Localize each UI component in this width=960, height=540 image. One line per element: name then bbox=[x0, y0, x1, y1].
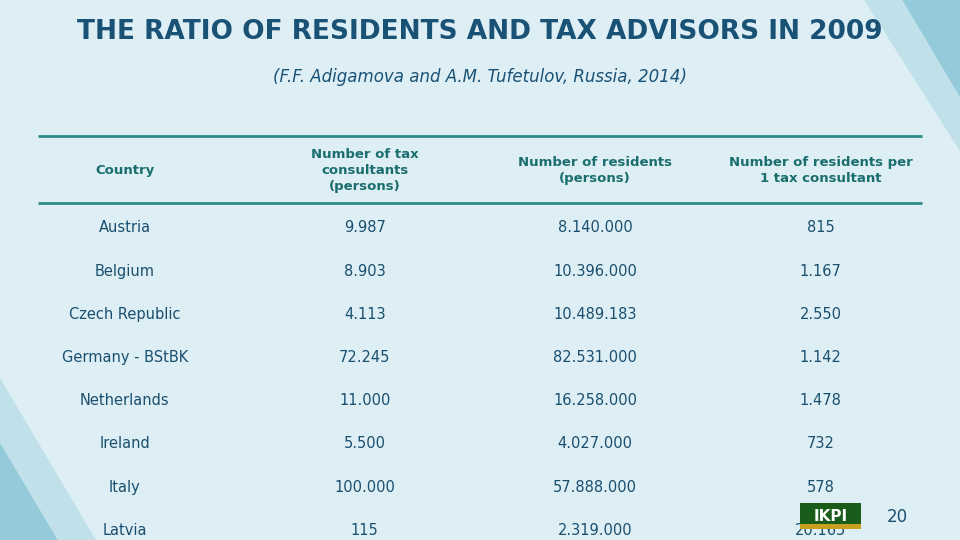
Text: Country: Country bbox=[95, 164, 155, 177]
Text: 100.000: 100.000 bbox=[334, 480, 396, 495]
Text: 10.396.000: 10.396.000 bbox=[553, 264, 637, 279]
FancyBboxPatch shape bbox=[800, 524, 861, 529]
Text: 578: 578 bbox=[806, 480, 835, 495]
Text: 2.319.000: 2.319.000 bbox=[558, 523, 633, 538]
Text: 732: 732 bbox=[806, 436, 835, 451]
Polygon shape bbox=[0, 378, 96, 540]
Text: 20.165: 20.165 bbox=[795, 523, 847, 538]
Text: 2.550: 2.550 bbox=[800, 307, 842, 322]
Text: 8.140.000: 8.140.000 bbox=[558, 220, 633, 235]
Text: 57.888.000: 57.888.000 bbox=[553, 480, 637, 495]
Text: Netherlands: Netherlands bbox=[80, 393, 170, 408]
Text: 5.500: 5.500 bbox=[344, 436, 386, 451]
Text: IKPI: IKPI bbox=[813, 509, 848, 524]
Text: (F.F. Adigamova and A.M. Tufetulov, Russia, 2014): (F.F. Adigamova and A.M. Tufetulov, Russ… bbox=[273, 68, 687, 85]
Text: Number of residents per
1 tax consultant: Number of residents per 1 tax consultant bbox=[729, 156, 913, 185]
Text: 1.478: 1.478 bbox=[800, 393, 842, 408]
Text: Belgium: Belgium bbox=[95, 264, 155, 279]
Text: 8.903: 8.903 bbox=[344, 264, 386, 279]
Text: THE RATIO OF RESIDENTS AND TAX ADVISORS IN 2009: THE RATIO OF RESIDENTS AND TAX ADVISORS … bbox=[77, 19, 883, 45]
Text: 1.167: 1.167 bbox=[800, 264, 842, 279]
Text: 10.489.183: 10.489.183 bbox=[554, 307, 636, 322]
Text: 9.987: 9.987 bbox=[344, 220, 386, 235]
Text: 4.027.000: 4.027.000 bbox=[558, 436, 633, 451]
Text: 1.142: 1.142 bbox=[800, 350, 842, 365]
Text: 72.245: 72.245 bbox=[339, 350, 391, 365]
Text: 4.113: 4.113 bbox=[344, 307, 386, 322]
Polygon shape bbox=[864, 0, 960, 151]
Text: 11.000: 11.000 bbox=[339, 393, 391, 408]
Text: Ireland: Ireland bbox=[100, 436, 150, 451]
FancyBboxPatch shape bbox=[800, 503, 861, 529]
Polygon shape bbox=[0, 443, 58, 540]
Text: Italy: Italy bbox=[108, 480, 141, 495]
Text: Number of residents
(persons): Number of residents (persons) bbox=[518, 156, 672, 185]
Text: Number of tax
consultants
(persons): Number of tax consultants (persons) bbox=[311, 147, 419, 193]
Text: Germany - BStBK: Germany - BStBK bbox=[61, 350, 188, 365]
Polygon shape bbox=[902, 0, 960, 97]
Text: Austria: Austria bbox=[99, 220, 151, 235]
Text: Czech Republic: Czech Republic bbox=[69, 307, 180, 322]
Text: Latvia: Latvia bbox=[103, 523, 147, 538]
Text: 815: 815 bbox=[807, 220, 834, 235]
Text: 82.531.000: 82.531.000 bbox=[553, 350, 637, 365]
Text: 16.258.000: 16.258.000 bbox=[553, 393, 637, 408]
Text: 20: 20 bbox=[887, 508, 908, 526]
Text: 115: 115 bbox=[351, 523, 378, 538]
